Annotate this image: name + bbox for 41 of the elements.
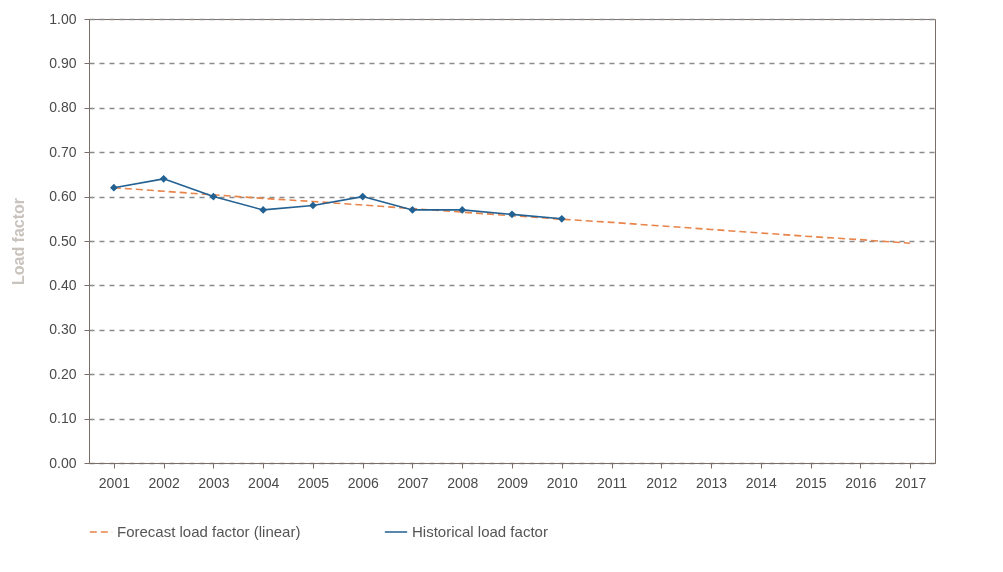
y-tick-label: 0.90 <box>49 54 77 71</box>
x-tick-label: 2009 <box>496 474 529 491</box>
x-tick-label: 2012 <box>646 474 678 491</box>
x-tick-label: 2015 <box>795 474 827 491</box>
x-tick-label: 2011 <box>596 474 628 491</box>
point <box>458 206 467 214</box>
point <box>110 183 118 192</box>
x-tick-label: 2006 <box>347 474 379 491</box>
y-axis-title: Load factor <box>10 197 28 286</box>
x-tick-label: 2008 <box>447 474 479 491</box>
x-tick-label: 2003 <box>198 474 230 491</box>
point <box>557 214 566 223</box>
y-tick-label: 0.20 <box>49 365 77 382</box>
y-tick-label: 0.10 <box>49 410 77 427</box>
x-tick-label: 2016 <box>845 474 877 491</box>
y-tick-label: 0.00 <box>49 454 77 471</box>
x-tick-label: 2010 <box>546 474 579 491</box>
x-tick-label: 2013 <box>695 474 728 491</box>
point <box>508 210 516 219</box>
y-tick-label: 0.50 <box>49 232 77 249</box>
point <box>309 201 317 210</box>
x-tick-label: 2017 <box>895 474 927 491</box>
x-tick-label: 2002 <box>148 474 180 491</box>
y-tick-label: 0.30 <box>49 321 77 338</box>
point <box>408 206 417 214</box>
x-tick-label: 2005 <box>297 474 330 491</box>
y-tick-label: 0.40 <box>49 276 77 293</box>
y-tick-label: 0.80 <box>49 99 77 116</box>
x-tick-label: 2014 <box>745 474 778 491</box>
x-tick-label: 2004 <box>248 474 280 491</box>
legend-label: Historical load factor <box>412 523 548 540</box>
x-tick-label: 2007 <box>397 474 429 491</box>
point <box>358 192 367 201</box>
point <box>159 174 168 183</box>
y-tick-label: 1.00 <box>49 10 77 27</box>
point <box>259 206 268 214</box>
x-tick-label: 2001 <box>98 474 131 491</box>
y-tick-label: 0.60 <box>49 188 77 205</box>
point <box>209 192 218 201</box>
y-tick-label: 0.70 <box>49 143 77 160</box>
legend-label: Forecast load factor (linear) <box>117 523 301 540</box>
